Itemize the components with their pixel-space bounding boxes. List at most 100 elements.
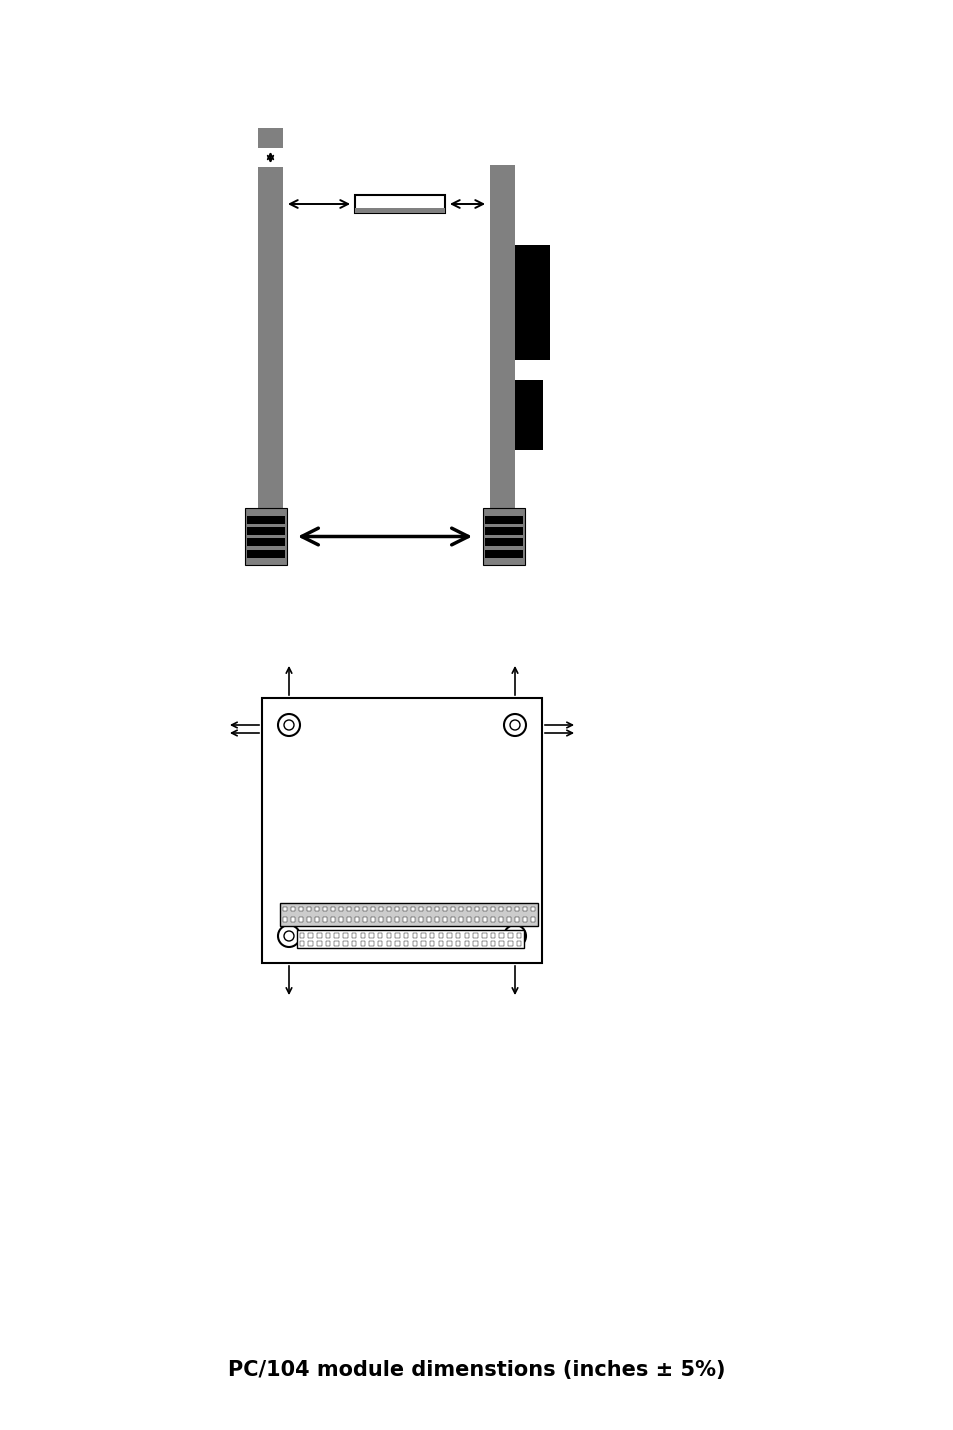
Bar	[421, 941, 425, 945]
Bar	[308, 941, 313, 945]
Bar	[291, 907, 294, 911]
Bar	[447, 932, 452, 938]
Bar	[335, 932, 338, 938]
Bar	[322, 917, 327, 921]
Bar	[475, 917, 478, 921]
Bar	[438, 941, 442, 945]
Bar	[438, 932, 442, 938]
Bar	[402, 917, 407, 921]
Bar	[481, 932, 486, 938]
Bar	[386, 907, 391, 911]
Bar	[430, 941, 434, 945]
Bar	[257, 167, 283, 508]
Bar	[490, 941, 495, 945]
Bar	[308, 932, 313, 938]
Bar	[247, 528, 285, 535]
Bar	[352, 932, 356, 938]
Bar	[371, 907, 375, 911]
Bar	[386, 917, 391, 921]
Bar	[426, 917, 431, 921]
Bar	[338, 907, 343, 911]
Bar	[490, 917, 495, 921]
Bar	[346, 907, 351, 911]
Bar	[403, 932, 408, 938]
Bar	[338, 917, 343, 921]
Bar	[307, 907, 311, 911]
Bar	[378, 917, 383, 921]
Bar	[395, 941, 399, 945]
Bar	[456, 941, 460, 945]
Bar	[282, 917, 287, 921]
Bar	[466, 917, 471, 921]
Bar	[515, 380, 542, 450]
Bar	[245, 508, 287, 565]
Bar	[430, 932, 434, 938]
Bar	[299, 932, 304, 938]
Bar	[395, 917, 399, 921]
Bar	[498, 941, 503, 945]
Bar	[418, 907, 423, 911]
Bar	[298, 917, 303, 921]
Bar	[447, 941, 452, 945]
Bar	[343, 932, 347, 938]
Bar	[490, 932, 495, 938]
Bar	[402, 907, 407, 911]
Bar	[506, 907, 511, 911]
Bar	[450, 907, 455, 911]
Bar	[247, 516, 285, 523]
Bar	[482, 907, 487, 911]
Bar	[515, 907, 518, 911]
Bar	[395, 932, 399, 938]
Bar	[355, 907, 359, 911]
Bar	[369, 932, 374, 938]
Bar	[473, 941, 477, 945]
Bar	[314, 907, 319, 911]
Bar	[307, 917, 311, 921]
Bar	[506, 917, 511, 921]
Bar	[490, 907, 495, 911]
Bar	[343, 941, 347, 945]
Bar	[464, 941, 469, 945]
Bar	[466, 907, 471, 911]
Bar	[395, 907, 399, 911]
Bar	[412, 941, 416, 945]
Bar	[386, 932, 391, 938]
Bar	[325, 941, 330, 945]
Bar	[355, 207, 444, 213]
Bar	[360, 941, 365, 945]
Bar	[482, 917, 487, 921]
Bar	[291, 917, 294, 921]
Bar	[418, 917, 423, 921]
Text: PC/104 module dimenstions (inches ± 5%): PC/104 module dimenstions (inches ± 5%)	[228, 1360, 725, 1380]
Bar	[435, 917, 438, 921]
Bar	[362, 917, 367, 921]
Bar	[346, 917, 351, 921]
Bar	[498, 917, 503, 921]
Bar	[316, 932, 321, 938]
Bar	[262, 698, 541, 962]
Bar	[421, 932, 425, 938]
Bar	[442, 917, 447, 921]
Bar	[411, 917, 415, 921]
Bar	[435, 907, 438, 911]
Bar	[508, 932, 512, 938]
Bar	[299, 941, 304, 945]
Bar	[522, 907, 527, 911]
Bar	[280, 902, 537, 927]
Bar	[411, 907, 415, 911]
Bar	[371, 917, 375, 921]
Bar	[517, 941, 520, 945]
Bar	[508, 941, 512, 945]
Bar	[386, 941, 391, 945]
Bar	[490, 164, 515, 508]
Bar	[331, 917, 335, 921]
Bar	[484, 539, 522, 546]
Bar	[530, 907, 535, 911]
Bar	[426, 907, 431, 911]
Bar	[257, 129, 283, 147]
Bar	[464, 932, 469, 938]
Bar	[322, 907, 327, 911]
Bar	[522, 917, 527, 921]
Bar	[378, 907, 383, 911]
Bar	[517, 932, 520, 938]
